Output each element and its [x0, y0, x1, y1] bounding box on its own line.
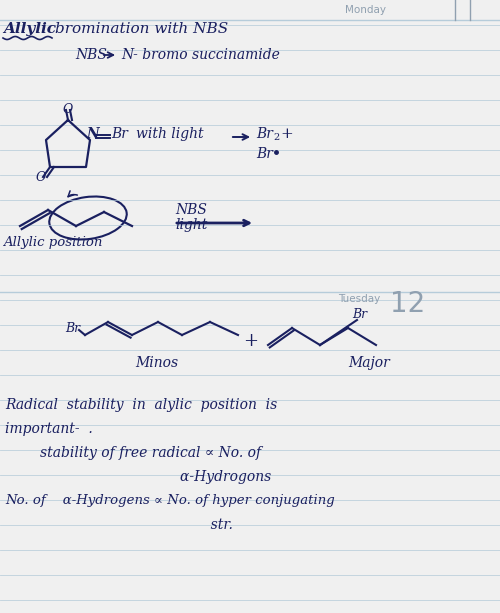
Text: light: light: [175, 218, 208, 232]
Text: Br: Br: [256, 127, 273, 141]
Text: Tuesday: Tuesday: [338, 294, 380, 304]
Text: Radical  stability  in  alylic  position  is: Radical stability in alylic position is: [5, 398, 277, 412]
Text: +: +: [280, 127, 293, 141]
Text: important-  .: important- .: [5, 422, 93, 436]
Text: O: O: [36, 171, 46, 184]
Text: Br: Br: [256, 147, 273, 161]
Text: O: O: [63, 103, 73, 116]
Text: Br: Br: [352, 308, 367, 321]
Text: Minos: Minos: [135, 356, 178, 370]
Text: Br: Br: [65, 322, 80, 335]
Text: with light: with light: [136, 127, 203, 141]
Text: N: N: [86, 127, 99, 141]
Text: No. of    α-Hydrogens ∝ No. of hyper conjugating: No. of α-Hydrogens ∝ No. of hyper conjug…: [5, 494, 335, 507]
Text: α-Hydrogons: α-Hydrogons: [5, 470, 271, 484]
Text: Allylic position: Allylic position: [3, 236, 102, 249]
Text: 12: 12: [390, 290, 425, 318]
Text: Monday: Monday: [345, 5, 386, 15]
Text: bromination with NBS: bromination with NBS: [55, 22, 228, 36]
Text: Major: Major: [348, 356, 390, 370]
Text: NBS: NBS: [175, 203, 207, 217]
Text: stability of free radical ∝ No. of: stability of free radical ∝ No. of: [5, 446, 261, 460]
Text: Br: Br: [111, 127, 128, 141]
Text: Allylic: Allylic: [3, 22, 56, 36]
Text: N- bromo succinamide: N- bromo succinamide: [121, 48, 280, 62]
Text: +: +: [243, 332, 258, 350]
Text: 2: 2: [273, 133, 279, 142]
Text: NBS: NBS: [75, 48, 107, 62]
Text: str.: str.: [5, 518, 233, 532]
